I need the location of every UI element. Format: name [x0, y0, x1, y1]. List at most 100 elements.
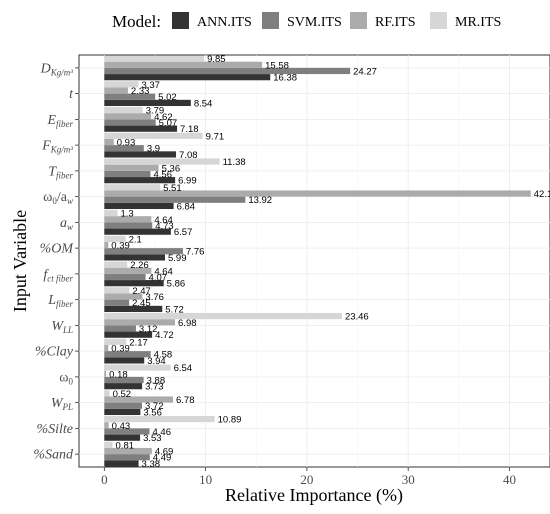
- data-label: 4.62: [154, 112, 173, 123]
- data-label: 6.54: [174, 363, 193, 374]
- data-label: 5.72: [165, 304, 184, 315]
- bar-mr-its-t: [104, 81, 139, 88]
- data-label: 6.57: [174, 227, 193, 238]
- bar-rf-its-silte: [104, 422, 109, 429]
- data-label: 5.86: [167, 279, 186, 290]
- bar-mr-its-w0: [104, 364, 171, 371]
- y-tick-label-d-kg-m3: DKg/m³: [40, 61, 74, 77]
- data-label: 3.56: [143, 407, 162, 418]
- bar-mr-its-l-fiber: [104, 287, 130, 294]
- bar-svm-its-om: [104, 248, 183, 255]
- data-label: 5.51: [163, 183, 182, 194]
- legend-key-rf-its: [350, 12, 367, 29]
- category-axis: DKg/m³ t Efiber FKg/m³ Tfiber ω0/aw aw %OM fct f…: [33, 61, 79, 463]
- bar-svm-its-wll: [104, 325, 136, 332]
- value-axis: 0 10 20 30 40: [101, 467, 516, 487]
- data-label: 5.07: [159, 118, 178, 129]
- bar-mr-its-wpl: [104, 390, 110, 397]
- data-label: 3.53: [143, 433, 162, 444]
- y-tick-label-om: %OM: [40, 242, 75, 257]
- data-label: 3.88: [147, 375, 166, 386]
- bar-ann-its-sand: [104, 460, 139, 467]
- bar-rf-its-clay: [104, 344, 109, 352]
- data-label: 6.84: [177, 201, 196, 212]
- y-tick-label-wpl: WPL: [51, 396, 73, 412]
- data-label: 4.46: [152, 427, 171, 438]
- y-tick-label-sand: %Sand: [33, 448, 74, 463]
- data-label: 0.52: [113, 389, 132, 400]
- bar-mr-its-clay: [104, 338, 127, 345]
- legend-key-mr-its: [430, 12, 447, 29]
- data-label: 7.08: [179, 150, 198, 161]
- bar-mr-its-silte: [104, 415, 215, 423]
- data-label: 3.79: [146, 106, 165, 117]
- bar-svm-its-e-fiber: [104, 119, 156, 126]
- bar-mr-its-d-kg-m3: [104, 55, 205, 62]
- x-axis-title: Relative Importance (%): [225, 485, 403, 506]
- x-tick-label: 0: [101, 472, 108, 487]
- bar-rf-its-wll: [104, 319, 176, 326]
- x-tick-label: 20: [300, 472, 313, 487]
- bar-rf-its-om: [104, 241, 109, 249]
- bar-ann-its-clay: [104, 357, 145, 364]
- data-label: 2.17: [129, 337, 148, 348]
- bar-rf-its-aw: [104, 216, 152, 223]
- bar-rf-its-fct-fiber: [104, 267, 152, 274]
- bar-mr-its-om: [104, 235, 126, 242]
- data-label: 6.78: [176, 395, 195, 406]
- data-label: 2.26: [130, 260, 149, 271]
- bar-rf-its-t-fiber: [104, 164, 159, 171]
- data-label: 10.89: [218, 415, 242, 426]
- x-tick-label: 40: [503, 472, 516, 487]
- data-label: 15.58: [265, 60, 289, 71]
- data-label: 23.46: [345, 312, 369, 323]
- y-axis-title: Input Variable: [10, 210, 30, 312]
- data-label: 5.99: [168, 253, 187, 264]
- data-label: 2.45: [132, 298, 151, 309]
- bar-svm-its-d-kg-m3: [104, 67, 351, 75]
- bar-mr-its-aw: [104, 209, 118, 217]
- bar-svm-its-w0-aw: [104, 196, 246, 203]
- bar-mr-its-wll: [104, 312, 342, 320]
- y-tick-label-t-fiber: Tfiber: [48, 164, 73, 180]
- legend-label: MR.ITS: [455, 15, 501, 30]
- data-label: 1.3: [120, 209, 133, 220]
- bar-ann-its-f-kg-m3: [104, 151, 177, 158]
- bar-ann-its-silte: [104, 434, 141, 441]
- bar-ann-its-fct-fiber: [104, 280, 164, 287]
- bars: [104, 55, 531, 467]
- x-tick-label: 10: [199, 472, 212, 487]
- bar-svm-its-fct-fiber: [104, 273, 146, 281]
- bar-ann-its-om: [104, 254, 165, 261]
- data-label: 3.72: [145, 401, 164, 412]
- legend-label: SVM.ITS: [287, 15, 342, 30]
- data-label: 0.81: [116, 440, 135, 451]
- legend-key-svm-its: [262, 12, 279, 29]
- y-tick-label-f-kg-m3: FKg/m³: [41, 139, 73, 155]
- y-tick-label-fct-fiber: fct fiber: [43, 267, 73, 283]
- data-label: 3.38: [142, 459, 161, 470]
- bar-svm-its-f-kg-m3: [104, 145, 144, 152]
- data-label: 6.98: [178, 318, 197, 329]
- bar-ann-its-wll: [104, 331, 153, 338]
- bar-ann-its-w0: [104, 383, 143, 390]
- bar-ann-its-d-kg-m3: [104, 74, 271, 81]
- y-tick-label-w0: ω0: [59, 370, 73, 386]
- y-tick-label-silte: %Silte: [36, 422, 73, 437]
- data-label: 9.85: [207, 54, 226, 65]
- legend-label: RF.ITS: [375, 15, 416, 30]
- bar-ann-its-e-fiber: [104, 125, 178, 132]
- data-label: 0.39: [111, 344, 130, 355]
- bar-svm-its-silte: [104, 428, 150, 435]
- data-label: 4.69: [155, 447, 174, 458]
- data-label: 4.64: [154, 215, 173, 226]
- data-label: 3.73: [145, 382, 164, 393]
- data-label: 6.99: [178, 176, 197, 187]
- bar-ann-its-t: [104, 99, 191, 107]
- bar-mr-its-t-fiber: [104, 158, 220, 165]
- data-label: 13.92: [248, 195, 272, 206]
- bar-mr-its-f-kg-m3: [104, 132, 203, 139]
- data-label: 42.1: [534, 189, 550, 200]
- bar-rf-its-t: [104, 87, 128, 94]
